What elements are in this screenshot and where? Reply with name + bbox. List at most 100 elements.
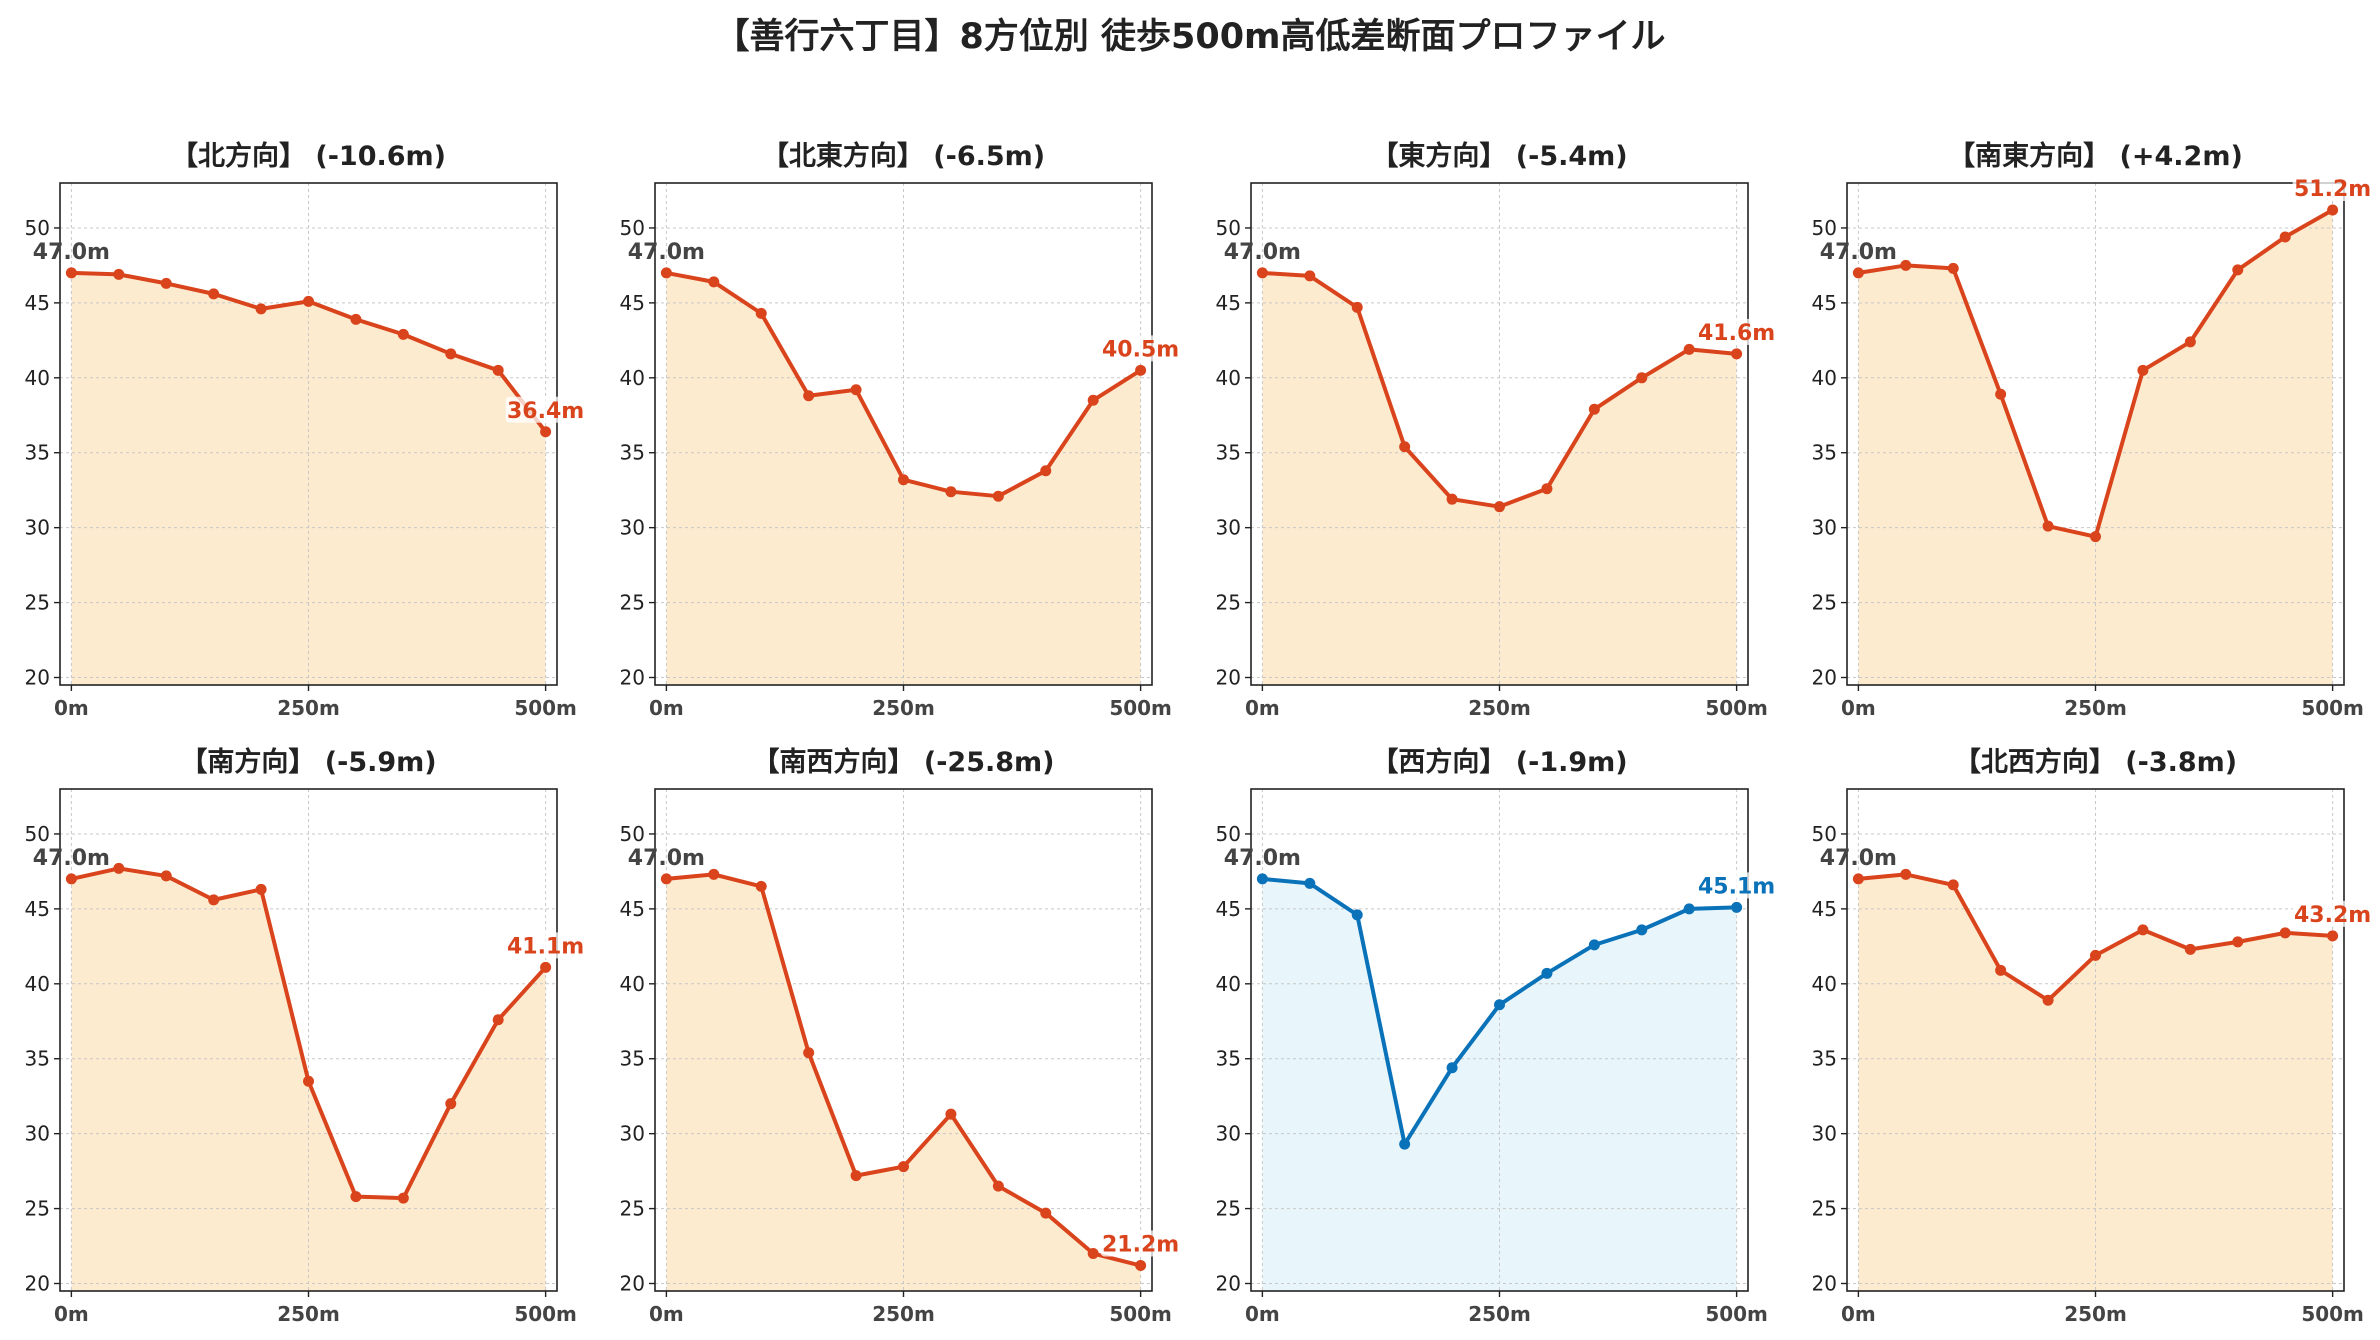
data-point <box>2184 943 2196 955</box>
y-tick-label: 45 <box>25 291 50 315</box>
data-point <box>2137 364 2149 376</box>
y-tick-label: 25 <box>25 1197 50 1221</box>
start-elevation-label: 47.0m <box>1820 846 1897 871</box>
data-point <box>708 868 720 880</box>
data-point <box>1446 1062 1458 1074</box>
data-point <box>445 348 457 360</box>
data-point <box>1040 1207 1052 1219</box>
data-point <box>2042 520 2054 532</box>
y-tick-label: 40 <box>1812 972 1837 996</box>
y-tick-label: 25 <box>620 1197 645 1221</box>
end-elevation-label: 41.1m <box>507 934 584 959</box>
data-point <box>1446 493 1458 505</box>
data-point <box>303 1075 314 1087</box>
data-point <box>1087 1248 1099 1260</box>
subplot-title: 【南方向】 (-5.9m) <box>180 746 436 778</box>
y-tick-label: 20 <box>1216 666 1241 690</box>
y-tick-label: 30 <box>1216 516 1241 540</box>
end-label-background <box>1696 872 1777 899</box>
data-point <box>2137 924 2149 936</box>
figure-title: 【善行六丁目】8方位別 徒歩500m高低差断面プロファイル <box>714 17 1666 57</box>
x-tick-label: 0m <box>1841 1302 1876 1326</box>
end-label-background <box>505 396 586 423</box>
data-point <box>1040 465 1052 477</box>
y-tick-label: 35 <box>25 441 50 465</box>
data-point <box>1852 267 1864 279</box>
data-point <box>65 873 77 885</box>
elevation-area <box>1858 874 2333 1291</box>
data-point <box>2232 264 2244 276</box>
x-tick-label: 0m <box>649 696 684 720</box>
data-point <box>2327 204 2339 216</box>
data-point <box>2279 231 2291 243</box>
subplot-title: 【南東方向】 (+4.2m) <box>1948 140 2243 172</box>
data-point <box>303 295 314 307</box>
x-tick-label: 0m <box>1245 696 1280 720</box>
x-tick-label: 500m <box>2301 696 2364 720</box>
data-point <box>445 1098 457 1110</box>
data-point <box>992 1180 1004 1192</box>
data-point <box>1351 301 1363 313</box>
y-tick-label: 40 <box>25 366 50 390</box>
y-tick-label: 20 <box>1812 666 1837 690</box>
y-tick-label: 45 <box>1216 897 1241 921</box>
end-label-background <box>1100 335 1181 362</box>
y-tick-label: 40 <box>25 972 50 996</box>
end-elevation-label: 45.1m <box>1698 874 1775 899</box>
data-point <box>350 1191 362 1203</box>
x-tick-label: 250m <box>277 696 340 720</box>
data-point <box>898 474 909 486</box>
start-elevation-label: 47.0m <box>1820 240 1897 265</box>
y-tick-label: 45 <box>1216 291 1241 315</box>
x-tick-label: 500m <box>1109 1302 1172 1326</box>
data-point <box>803 1047 815 1059</box>
start-elevation-label: 47.0m <box>628 240 705 265</box>
end-elevation-label: 21.2m <box>1102 1233 1179 1258</box>
data-point <box>2090 531 2101 543</box>
elevation-area <box>1262 272 1737 685</box>
subplot-title: 【南西方向】 (-25.8m) <box>752 746 1054 778</box>
y-tick-label: 30 <box>1216 1122 1241 1146</box>
subplot-title: 【西方向】 (-1.9m) <box>1371 746 1627 778</box>
x-tick-label: 250m <box>2064 696 2127 720</box>
start-elevation-label: 47.0m <box>1224 846 1301 871</box>
data-point <box>1852 873 1864 885</box>
x-tick-label: 500m <box>1705 1302 1768 1326</box>
data-point <box>1494 501 1505 513</box>
data-point <box>208 894 220 906</box>
data-point <box>660 267 672 279</box>
data-point <box>1731 348 1743 360</box>
y-tick-label: 30 <box>25 1122 50 1146</box>
data-point <box>708 276 720 288</box>
subplot-title: 【北東方向】 (-6.5m) <box>762 140 1045 172</box>
data-point <box>160 870 172 882</box>
data-point <box>1995 964 2007 976</box>
data-point <box>492 1014 504 1026</box>
data-point <box>2042 994 2054 1006</box>
x-tick-label: 500m <box>2301 1302 2364 1326</box>
data-point <box>540 426 552 438</box>
data-point <box>1256 873 1268 885</box>
data-point <box>1683 903 1695 915</box>
y-tick-label: 20 <box>25 666 50 690</box>
x-tick-label: 0m <box>54 1302 89 1326</box>
data-point <box>2279 927 2291 939</box>
data-point <box>1304 270 1316 282</box>
y-tick-label: 35 <box>1812 1047 1837 1071</box>
y-tick-label: 40 <box>620 366 645 390</box>
y-tick-label: 50 <box>1216 822 1241 846</box>
y-tick-label: 50 <box>1812 822 1837 846</box>
x-tick-label: 0m <box>1841 696 1876 720</box>
data-point <box>1256 267 1268 279</box>
x-tick-label: 250m <box>1468 696 1531 720</box>
x-tick-label: 0m <box>1245 1302 1280 1326</box>
end-elevation-label: 41.6m <box>1698 321 1775 346</box>
y-tick-label: 45 <box>620 897 645 921</box>
elevation-area <box>666 874 1141 1291</box>
data-point <box>540 961 552 973</box>
y-tick-label: 25 <box>1216 1197 1241 1221</box>
y-tick-label: 20 <box>620 666 645 690</box>
